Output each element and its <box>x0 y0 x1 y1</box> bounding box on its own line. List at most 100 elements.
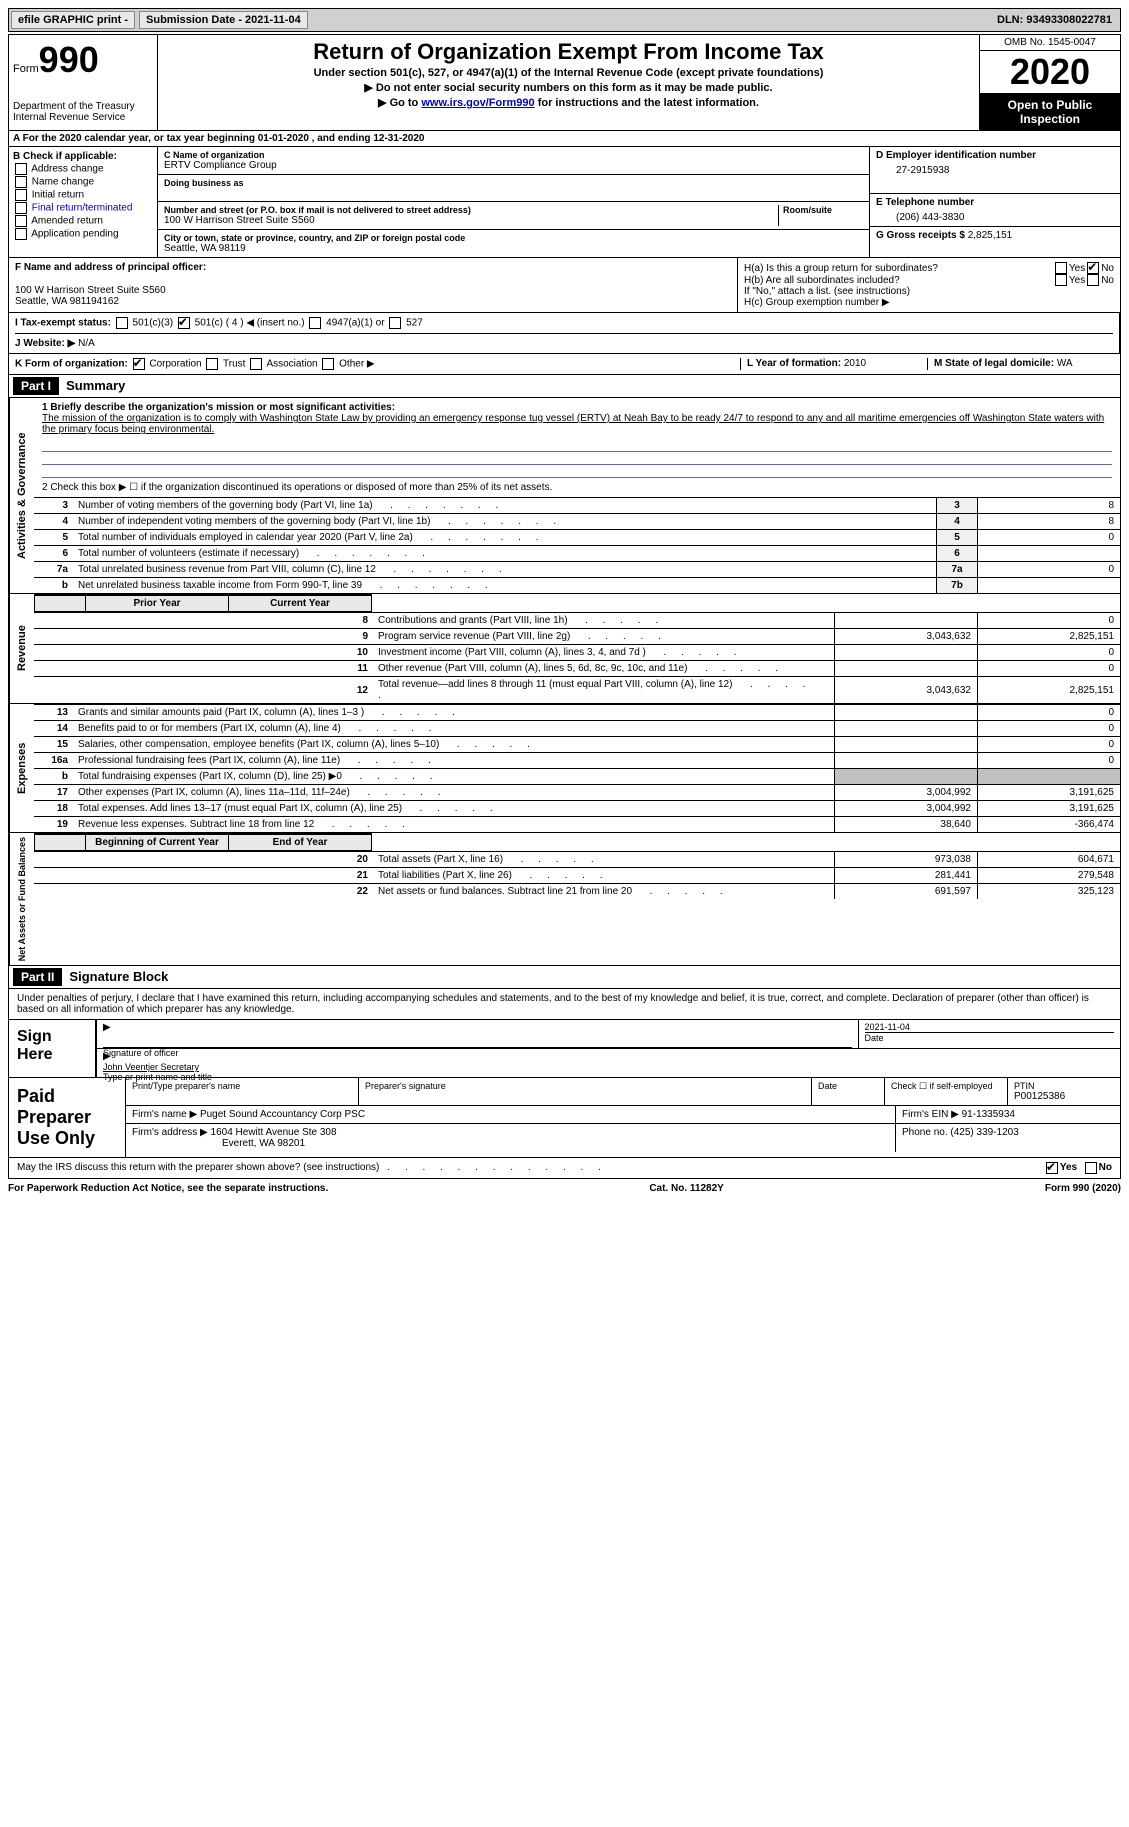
check-final-return[interactable]: Final return/terminated <box>13 202 153 214</box>
discuss-yes[interactable] <box>1046 1162 1058 1174</box>
section-j: J Website: ▶ N/A <box>15 333 1113 349</box>
firm-addr1: 1604 Hewitt Avenue Ste 308 <box>211 1127 337 1138</box>
gross-receipts-label: G Gross receipts $ <box>876 230 965 241</box>
hb-yes[interactable] <box>1055 274 1067 286</box>
ha-label: H(a) Is this a group return for subordin… <box>744 263 1053 274</box>
firm-addr-label: Firm's address ▶ <box>132 1127 208 1138</box>
tax-year: 2020 <box>980 51 1120 94</box>
i-527[interactable] <box>389 317 401 329</box>
section-deg: D Employer identification number 27-2915… <box>870 147 1120 257</box>
submission-date: Submission Date - 2021-11-04 <box>139 11 308 29</box>
check-name-change[interactable]: Name change <box>13 176 153 188</box>
line2-text: 2 Check this box ▶ ☐ if the organization… <box>34 478 1120 497</box>
dba-label: Doing business as <box>164 178 863 188</box>
table-row: 18Total expenses. Add lines 13–17 (must … <box>34 801 1120 817</box>
table-row: bNet unrelated business taxable income f… <box>34 578 1120 594</box>
ha-no[interactable] <box>1087 262 1099 274</box>
section-b: B Check if applicable: Address change Na… <box>9 147 158 257</box>
sig-date-label: Date <box>865 1032 1115 1043</box>
table-row: 16aProfessional fundraising fees (Part I… <box>34 753 1120 769</box>
expenses-table: 13Grants and similar amounts paid (Part … <box>34 704 1120 832</box>
table-row: 12Total revenue—add lines 8 through 11 (… <box>34 677 1120 704</box>
officer-name: John Veentjer Secretary <box>103 1062 1114 1072</box>
form-label: Form990 <box>13 39 153 81</box>
hb-note: If "No," attach a list. (see instruction… <box>744 286 1114 297</box>
org-name: ERTV Compliance Group <box>164 160 863 171</box>
ein-label: D Employer identification number <box>876 150 1114 161</box>
discuss-row: May the IRS discuss this return with the… <box>8 1158 1121 1179</box>
section-b-title: B Check if applicable: <box>13 151 153 162</box>
department-label: Department of the Treasury Internal Reve… <box>13 101 153 123</box>
governance-section: Activities & Governance 1 Briefly descri… <box>8 398 1121 594</box>
prep-check-label: Check ☐ if self-employed <box>885 1078 1008 1105</box>
top-bar: efile GRAPHIC print - Submission Date - … <box>8 8 1121 32</box>
footer-center: Cat. No. 11282Y <box>649 1183 723 1194</box>
k-assoc[interactable] <box>250 358 262 370</box>
org-name-label: C Name of organization <box>164 150 863 160</box>
row-a-tax-year: A For the 2020 calendar year, or tax yea… <box>8 131 1121 147</box>
form-header: Form990 Department of the Treasury Inter… <box>8 34 1121 131</box>
table-row: 19Revenue less expenses. Subtract line 1… <box>34 817 1120 833</box>
expenses-section: Expenses 13Grants and similar amounts pa… <box>8 704 1121 833</box>
irs-link[interactable]: www.irs.gov/Form990 <box>421 97 534 109</box>
sign-here-label: Sign Here <box>9 1020 97 1077</box>
side-netassets: Net Assets or Fund Balances <box>9 833 34 965</box>
i-501c3[interactable] <box>116 317 128 329</box>
hb-label: H(b) Are all subordinates included? <box>744 275 1053 286</box>
section-m: M State of legal domicile: WA <box>927 358 1114 370</box>
governance-table: 3Number of voting members of the governi… <box>34 497 1120 593</box>
table-row: 5Total number of individuals employed in… <box>34 530 1120 546</box>
table-row: 10Investment income (Part VIII, column (… <box>34 645 1120 661</box>
officer-addr1: 100 W Harrison Street Suite S560 <box>15 285 731 296</box>
sig-date-value: 2021-11-04 <box>865 1022 1115 1032</box>
table-row: 9Program service revenue (Part VIII, lin… <box>34 629 1120 645</box>
footer-left: For Paperwork Reduction Act Notice, see … <box>8 1183 328 1194</box>
form-note-2: ▶ Go to www.irs.gov/Form990 for instruct… <box>162 96 975 109</box>
check-initial-return[interactable]: Initial return <box>13 189 153 201</box>
i-501c[interactable] <box>178 317 190 329</box>
table-row: 21Total liabilities (Part X, line 26) . … <box>34 868 1120 884</box>
discuss-no[interactable] <box>1085 1162 1097 1174</box>
prep-name-label: Print/Type preparer's name <box>132 1081 352 1091</box>
check-amended-return[interactable]: Amended return <box>13 215 153 227</box>
firm-name: Puget Sound Accountancy Corp PSC <box>200 1109 365 1120</box>
netassets-section: Net Assets or Fund Balances Beginning of… <box>8 833 1121 966</box>
street-label: Number and street (or P.O. box if mail i… <box>164 205 774 215</box>
side-expenses: Expenses <box>9 704 34 832</box>
part1-header: Part I <box>13 377 59 395</box>
ha-yes[interactable] <box>1055 262 1067 274</box>
table-row: 8Contributions and grants (Part VIII, li… <box>34 613 1120 629</box>
k-trust[interactable] <box>206 358 218 370</box>
declaration-text: Under penalties of perjury, I declare th… <box>9 989 1120 1019</box>
firm-ein: 91-1335934 <box>962 1109 1015 1120</box>
k-corp[interactable] <box>133 358 145 370</box>
table-row: 6Total number of volunteers (estimate if… <box>34 546 1120 562</box>
firm-name-label: Firm's name ▶ <box>132 1109 197 1120</box>
table-row: 22Net assets or fund balances. Subtract … <box>34 884 1120 900</box>
footer: For Paperwork Reduction Act Notice, see … <box>8 1179 1121 1198</box>
k-other[interactable] <box>322 358 334 370</box>
firm-ein-label: Firm's EIN ▶ <box>902 1109 959 1120</box>
form-note-1: ▶ Do not enter social security numbers o… <box>162 81 975 94</box>
revenue-table: Prior YearCurrent Year 8Contributions an… <box>34 594 1120 703</box>
prep-sig-label: Preparer's signature <box>365 1081 805 1091</box>
check-app-pending[interactable]: Application pending <box>13 228 153 240</box>
part1-title: Summary <box>66 378 125 393</box>
hb-no[interactable] <box>1087 274 1099 286</box>
revenue-section: Revenue Prior YearCurrent Year 8Contribu… <box>8 594 1121 704</box>
table-row: 4Number of independent voting members of… <box>34 514 1120 530</box>
check-address-change[interactable]: Address change <box>13 163 153 175</box>
side-revenue: Revenue <box>9 594 34 703</box>
netassets-table: Beginning of Current YearEnd of Year 20T… <box>34 833 1120 899</box>
open-public-badge: Open to Public Inspection <box>980 94 1120 130</box>
table-row: 15Salaries, other compensation, employee… <box>34 737 1120 753</box>
preparer-block: Paid Preparer Use Only Print/Type prepar… <box>8 1078 1121 1158</box>
street-value: 100 W Harrison Street Suite S560 <box>164 215 774 226</box>
row-fh: F Name and address of principal officer:… <box>8 258 1121 313</box>
ptin-label: PTIN <box>1014 1081 1114 1091</box>
i-4947[interactable] <box>309 317 321 329</box>
city-value: Seattle, WA 98119 <box>164 243 863 254</box>
form-title: Return of Organization Exempt From Incom… <box>162 39 975 65</box>
table-row: 20Total assets (Part X, line 16) . . . .… <box>34 852 1120 868</box>
efile-button[interactable]: efile GRAPHIC print - <box>11 11 135 29</box>
